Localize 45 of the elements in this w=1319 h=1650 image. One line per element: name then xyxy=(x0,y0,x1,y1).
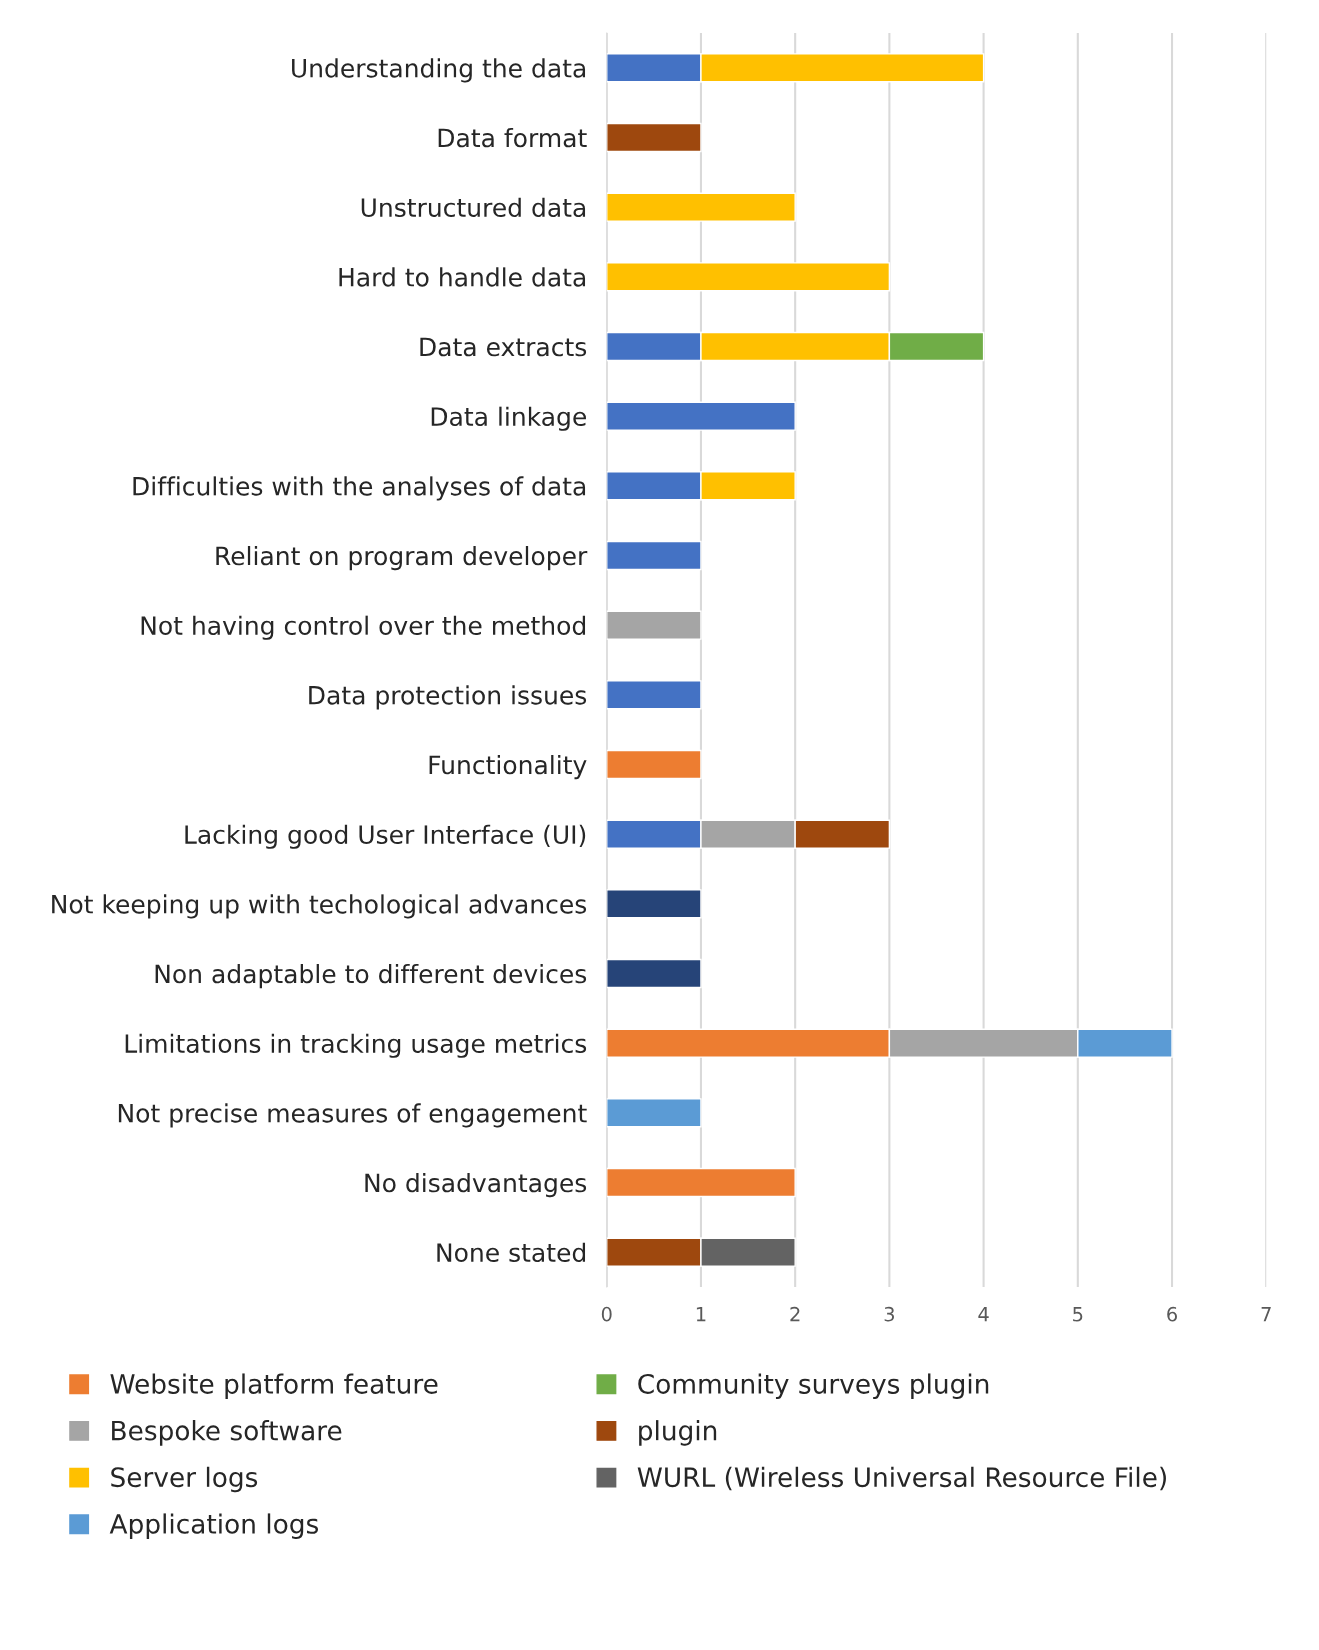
y-tick-label: Reliant on program developer xyxy=(216,546,588,571)
bar xyxy=(606,401,796,431)
bar xyxy=(606,680,702,710)
y-tick-label: None stated xyxy=(437,1242,586,1263)
bar xyxy=(606,540,702,571)
y-tick-label: Data protection issues xyxy=(309,685,587,710)
bar xyxy=(606,192,796,222)
legend-label: Bespoke software xyxy=(112,1420,342,1446)
legend-label: Community surveys plugin xyxy=(638,1373,989,1399)
y-tick-label: Data format xyxy=(438,128,587,148)
x-tick-label: 5 xyxy=(1073,1307,1083,1322)
y-tick-label: Not precise measures of engagement xyxy=(118,1103,587,1128)
bar xyxy=(606,610,702,640)
y-tick-label: Not having control over the method xyxy=(141,615,586,640)
bar xyxy=(606,1167,796,1198)
y-tick-label: Limitations in tracking usage metrics xyxy=(125,1033,587,1058)
bar xyxy=(606,1098,702,1128)
legend-label: plugin xyxy=(639,1420,717,1446)
y-tick-label: Lacking good User Interface (UI) xyxy=(185,824,586,849)
bar xyxy=(606,122,702,153)
bar xyxy=(606,749,702,780)
y-tick-label: Not keeping up with techological advances xyxy=(52,894,587,919)
legend-label: Server logs xyxy=(111,1466,258,1493)
x-tick-label: 2 xyxy=(790,1306,800,1322)
bar xyxy=(606,889,702,919)
x-tick-label: 1 xyxy=(696,1307,706,1322)
y-tick-label: Non adaptable to different devices xyxy=(155,964,587,989)
x-tick-label: 3 xyxy=(884,1306,895,1322)
x-tick-label: 0 xyxy=(601,1306,612,1322)
y-tick-label: Unstructured data xyxy=(361,197,586,218)
x-tick-label: 4 xyxy=(978,1307,989,1322)
y-tick-label: Difficulties with the analyses of data xyxy=(133,476,586,501)
y-tick-label: Functionality xyxy=(429,755,587,780)
bar xyxy=(606,958,702,989)
y-tick-label: Data extracts xyxy=(420,337,587,357)
y-tick-label: Understanding the data xyxy=(292,58,586,83)
legend-label: Website platform feature xyxy=(110,1373,438,1399)
y-tick-label: Hard to handle data xyxy=(339,267,586,287)
x-tick-label: 6 xyxy=(1167,1306,1177,1322)
bar xyxy=(606,262,891,292)
x-tick-label: 7 xyxy=(1261,1307,1271,1322)
legend-label: WURL (Wireless Universal Resource File) xyxy=(637,1466,1166,1491)
legend-label: Application logs xyxy=(109,1513,319,1539)
y-tick-label: No disadvantages xyxy=(365,1173,587,1198)
y-tick-label: Data linkage xyxy=(431,406,586,431)
